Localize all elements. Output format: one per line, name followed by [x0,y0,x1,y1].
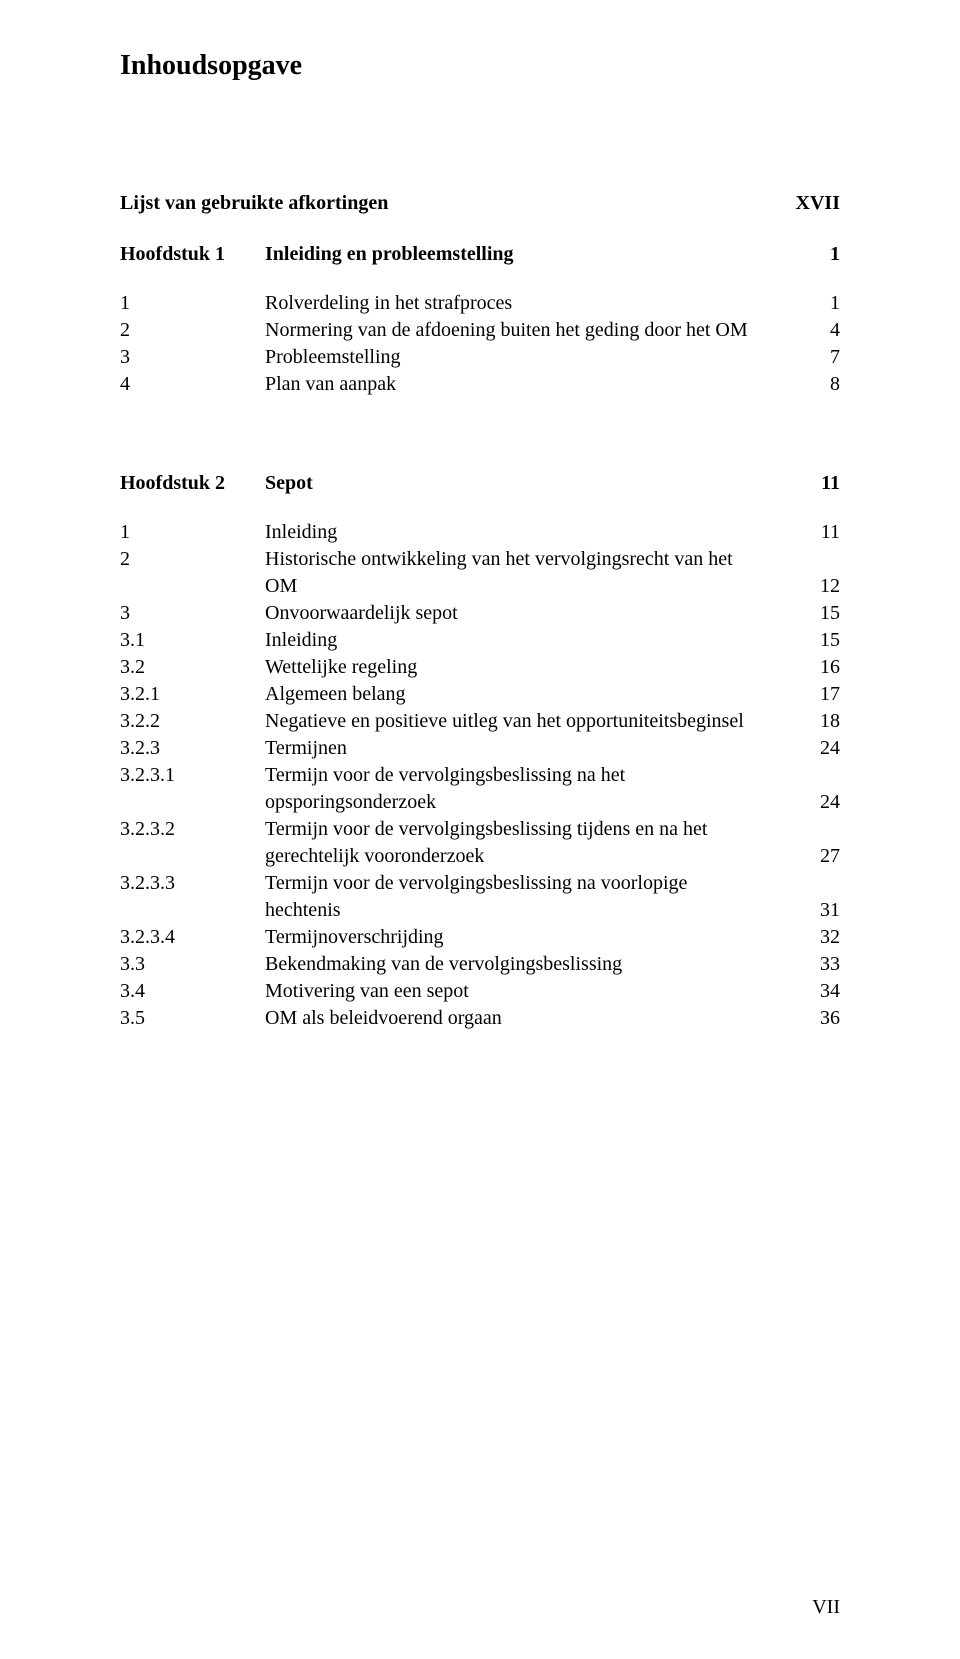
entry-page: 18 [780,708,840,735]
toc-entry: 3.2 Wettelijke regeling 16 [120,654,840,681]
entry-text: Inleiding [265,519,780,546]
entry-page: 31 [780,897,840,924]
entry-num: 3 [120,600,265,627]
toc-entry: 3.1 Inleiding 15 [120,627,840,654]
prelim-label: Lijst van gebruikte afkortingen [120,192,388,215]
entry-text: Termijnen [265,735,780,762]
entry-num: 3.4 [120,978,265,1005]
entry-page: 17 [780,681,840,708]
toc-entry: 3.2.3.3 Termijn voor de vervolgingsbesli… [120,870,840,924]
toc-entry: 3.2.3.1 Termijn voor de vervolgingsbesli… [120,762,840,816]
chapter-1-row: Hoofdstuk 1 Inleiding en probleemstellin… [120,243,840,266]
entry-text: Normering van de afdoening buiten het ge… [265,317,780,344]
entry-page: 36 [780,1005,840,1032]
entry-text: Termijn voor de vervolgingsbeslissing ti… [265,816,780,870]
toc-entry: 3.3 Bekendmaking van de vervolgingsbesli… [120,951,840,978]
entry-page: 8 [780,371,840,398]
entry-num: 3.2 [120,654,265,681]
toc-entry: 1 Rolverdeling in het strafproces 1 [120,290,840,317]
entry-page: 15 [780,600,840,627]
prelim-page: XVII [796,192,840,215]
toc-entry: 3.2.3.4 Termijnoverschrijding 32 [120,924,840,951]
toc-entry: 2 Historische ontwikkeling van het vervo… [120,546,840,600]
entry-page: 34 [780,978,840,1005]
entry-page: 27 [780,843,840,870]
entry-num: 2 [120,317,265,344]
entry-num: 3.2.2 [120,708,265,735]
entry-page: 24 [780,789,840,816]
toc-entry: 3.2.2 Negatieve en positieve uitleg van … [120,708,840,735]
chapter-1-num: Hoofdstuk 1 [120,243,265,266]
entry-page: 32 [780,924,840,951]
entry-text: Onvoorwaardelijk sepot [265,600,780,627]
toc-entry: 3.5 OM als beleidvoerend orgaan 36 [120,1005,840,1032]
entry-text: Plan van aanpak [265,371,780,398]
doc-title: Inhoudsopgave [120,50,840,82]
entry-text: Wettelijke regeling [265,654,780,681]
toc-entry: 3.2.3.2 Termijn voor de vervolgingsbesli… [120,816,840,870]
toc-entry: 4 Plan van aanpak 8 [120,371,840,398]
page: Inhoudsopgave Lijst van gebruikte afkort… [0,0,960,1659]
chapter-1-title: Inleiding en probleemstelling [265,243,514,266]
entry-page: 4 [780,317,840,344]
entry-page: 33 [780,951,840,978]
entry-num: 3.2.3.1 [120,762,265,816]
toc-entry: 3.2.3 Termijnen 24 [120,735,840,762]
entry-num: 1 [120,290,265,317]
entry-num: 3.1 [120,627,265,654]
entry-text: Bekendmaking van de vervolgingsbeslissin… [265,951,780,978]
entry-text: Probleemstelling [265,344,780,371]
entry-num: 3.2.3.2 [120,816,265,870]
entry-text: Negatieve en positieve uitleg van het op… [265,708,780,735]
entry-text: Rolverdeling in het strafproces [265,290,780,317]
entry-text: Termijn voor de vervolgingsbeslissing na… [265,870,780,924]
entry-page: 7 [780,344,840,371]
entry-text: Algemeen belang [265,681,780,708]
entry-num: 3 [120,344,265,371]
entry-text: Termijnoverschrijding [265,924,780,951]
entry-num: 3.2.1 [120,681,265,708]
entry-text: Inleiding [265,627,780,654]
entry-num: 3.5 [120,1005,265,1032]
entry-page: 16 [780,654,840,681]
entry-text: OM als beleidvoerend orgaan [265,1005,780,1032]
page-number-footer: VII [812,1596,840,1619]
toc-entry: 3.4 Motivering van een sepot 34 [120,978,840,1005]
entry-num: 3.3 [120,951,265,978]
entry-num: 3.2.3.4 [120,924,265,951]
entry-num: 3.2.3.3 [120,870,265,924]
toc-entry: 2 Normering van de afdoening buiten het … [120,317,840,344]
entry-num: 3.2.3 [120,735,265,762]
prelim-row: Lijst van gebruikte afkortingen XVII [120,192,840,215]
toc-entry: 3.2.1 Algemeen belang 17 [120,681,840,708]
toc-entry: 1 Inleiding 11 [120,519,840,546]
entry-page: 1 [780,290,840,317]
chapter-2-title: Sepot [265,472,313,495]
entry-num: 1 [120,519,265,546]
toc-entry: 3 Probleemstelling 7 [120,344,840,371]
entry-text: Termijn voor de vervolgingsbeslissing na… [265,762,780,816]
chapter-2-row: Hoofdstuk 2 Sepot 11 [120,472,840,495]
chapter-2-page: 11 [821,472,840,495]
entry-num: 2 [120,546,265,600]
chapter-1-page: 1 [830,243,840,266]
entry-page: 12 [780,573,840,600]
entry-page: 24 [780,735,840,762]
entry-num: 4 [120,371,265,398]
entry-text: Motivering van een sepot [265,978,780,1005]
entry-page: 15 [780,627,840,654]
entry-page: 11 [780,519,840,546]
entry-text: Historische ontwikkeling van het vervolg… [265,546,780,600]
toc-entry: 3 Onvoorwaardelijk sepot 15 [120,600,840,627]
chapter-2-num: Hoofdstuk 2 [120,472,265,495]
